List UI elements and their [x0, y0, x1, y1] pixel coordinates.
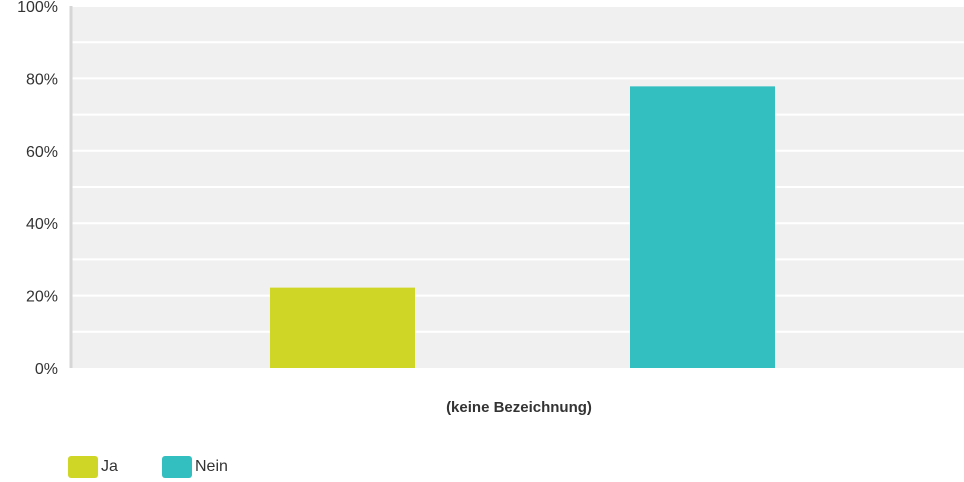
bar-nein — [630, 86, 775, 368]
legend-label-ja: Ja — [101, 458, 118, 475]
y-tick-label: 0% — [35, 361, 58, 378]
y-axis-ticks: 0% 20% 40% 60% 80% 100% — [17, 0, 58, 378]
legend-swatch-nein — [162, 456, 192, 478]
bar-ja — [270, 287, 415, 368]
legend-label-nein: Nein — [195, 458, 228, 475]
gridlines — [70, 5, 964, 333]
legend-swatch-ja — [68, 456, 98, 478]
y-tick-label: 100% — [17, 0, 58, 16]
y-tick-label: 60% — [26, 144, 58, 161]
y-tick-label: 20% — [26, 289, 58, 306]
x-axis-label: (keine Bezeichnung) — [446, 399, 592, 416]
y-tick-label: 40% — [26, 216, 58, 233]
y-tick-label: 80% — [26, 71, 58, 88]
legend: Ja Nein — [68, 456, 228, 478]
bars — [270, 86, 775, 368]
